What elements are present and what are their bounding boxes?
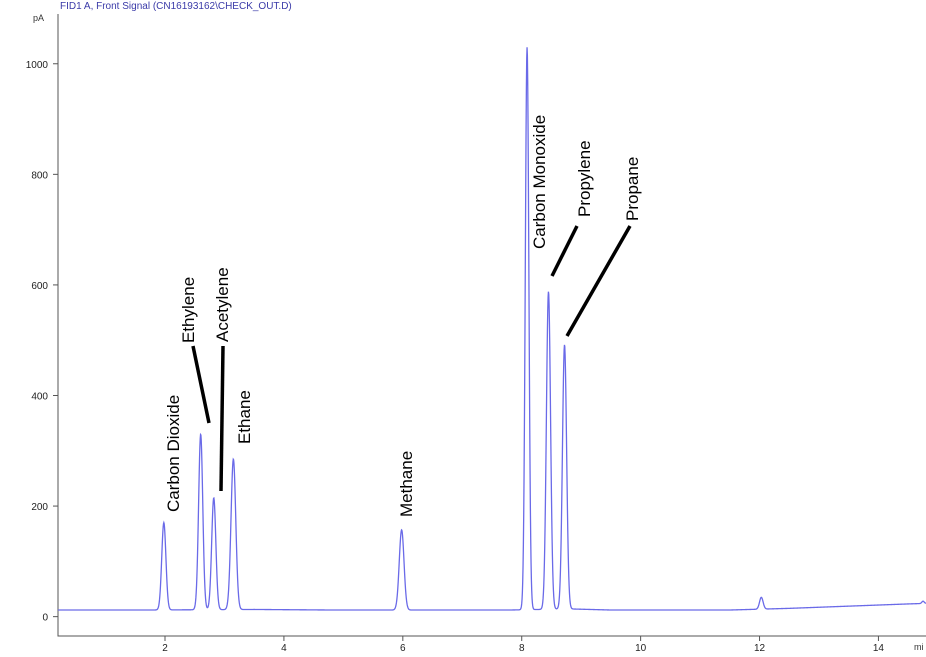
label-carbon-monoxide: Carbon Monoxide xyxy=(530,115,549,249)
label-ethane: Ethane xyxy=(235,390,254,444)
y-tick-label: 200 xyxy=(31,502,48,513)
label-propylene: Propylene xyxy=(575,140,594,217)
y-axis-ticks: 0 200 400 600 800 1000 xyxy=(26,60,58,624)
label-methane: Methane xyxy=(397,451,416,517)
x-tick-label: 10 xyxy=(635,643,647,654)
x-tick-label: 12 xyxy=(754,643,766,654)
label-carbon-dioxide: Carbon Dioxide xyxy=(164,395,183,512)
label-ethylene: Ethylene xyxy=(179,277,198,343)
chart-title: FID1 A, Front Signal (CN16193162\CHECK_O… xyxy=(60,1,292,12)
plot-frame xyxy=(57,14,926,637)
y-tick-label: 1000 xyxy=(26,60,49,71)
y-tick-label: 400 xyxy=(31,391,48,402)
x-tick-label: 6 xyxy=(400,643,406,654)
leader-propane xyxy=(565,225,632,337)
leader-propylene xyxy=(550,225,579,277)
label-acetylene: Acetylene xyxy=(213,267,232,342)
y-tick-label: 600 xyxy=(31,281,48,292)
leader-acetylene xyxy=(219,345,225,492)
x-tick-label: 14 xyxy=(873,643,885,654)
x-tick-label: 8 xyxy=(519,643,525,654)
y-axis-unit: pA xyxy=(33,13,44,23)
peak-labels: Carbon Dioxide Ethylene Acetylene Ethane… xyxy=(164,115,642,517)
x-tick-label: 4 xyxy=(281,643,287,654)
x-axis-ticks: 2 4 6 8 10 12 14 xyxy=(162,636,884,654)
y-tick-label: 0 xyxy=(42,613,48,624)
label-propane: Propane xyxy=(623,157,642,221)
leader-ethylene xyxy=(191,345,211,424)
leader-lines xyxy=(191,225,632,492)
x-axis-unit: mi xyxy=(914,642,924,652)
y-tick-label: 800 xyxy=(31,170,48,181)
x-tick-label: 2 xyxy=(162,643,168,654)
signal-trace xyxy=(58,47,926,611)
